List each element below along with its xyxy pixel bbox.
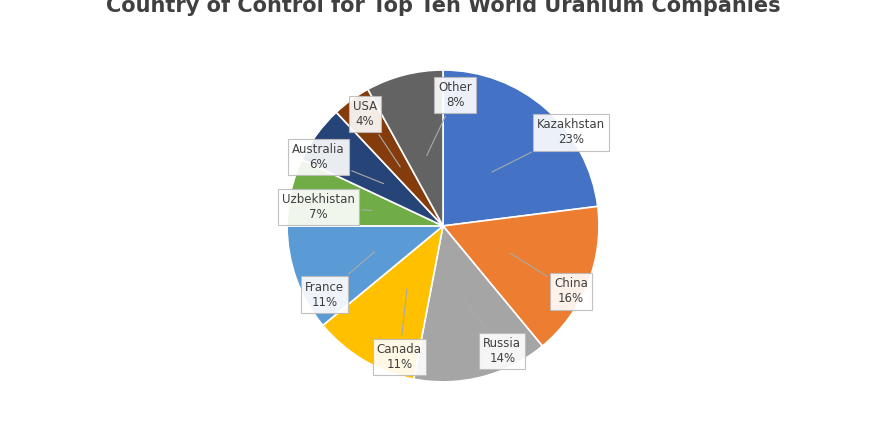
Text: France
11%: France 11% [305, 252, 375, 308]
Wedge shape [443, 206, 599, 346]
Wedge shape [323, 226, 443, 379]
Wedge shape [368, 70, 443, 226]
Wedge shape [302, 112, 443, 226]
Text: Uzbekhistan
7%: Uzbekhistan 7% [282, 193, 372, 221]
Title: Country of Control for Top Ten World Uranium Companies: Country of Control for Top Ten World Ura… [105, 0, 781, 16]
Text: Canada
11%: Canada 11% [377, 289, 422, 371]
Text: Kazakhstan
23%: Kazakhstan 23% [492, 118, 605, 172]
Text: Russia
14%: Russia 14% [462, 296, 521, 365]
Wedge shape [287, 226, 443, 325]
Text: Other
8%: Other 8% [427, 81, 472, 155]
Wedge shape [337, 89, 443, 226]
Text: USA
4%: USA 4% [353, 100, 400, 167]
Text: Australia
6%: Australia 6% [292, 144, 384, 184]
Wedge shape [414, 226, 542, 382]
Wedge shape [287, 159, 443, 226]
Text: China
16%: China 16% [510, 253, 587, 305]
Wedge shape [443, 70, 598, 226]
